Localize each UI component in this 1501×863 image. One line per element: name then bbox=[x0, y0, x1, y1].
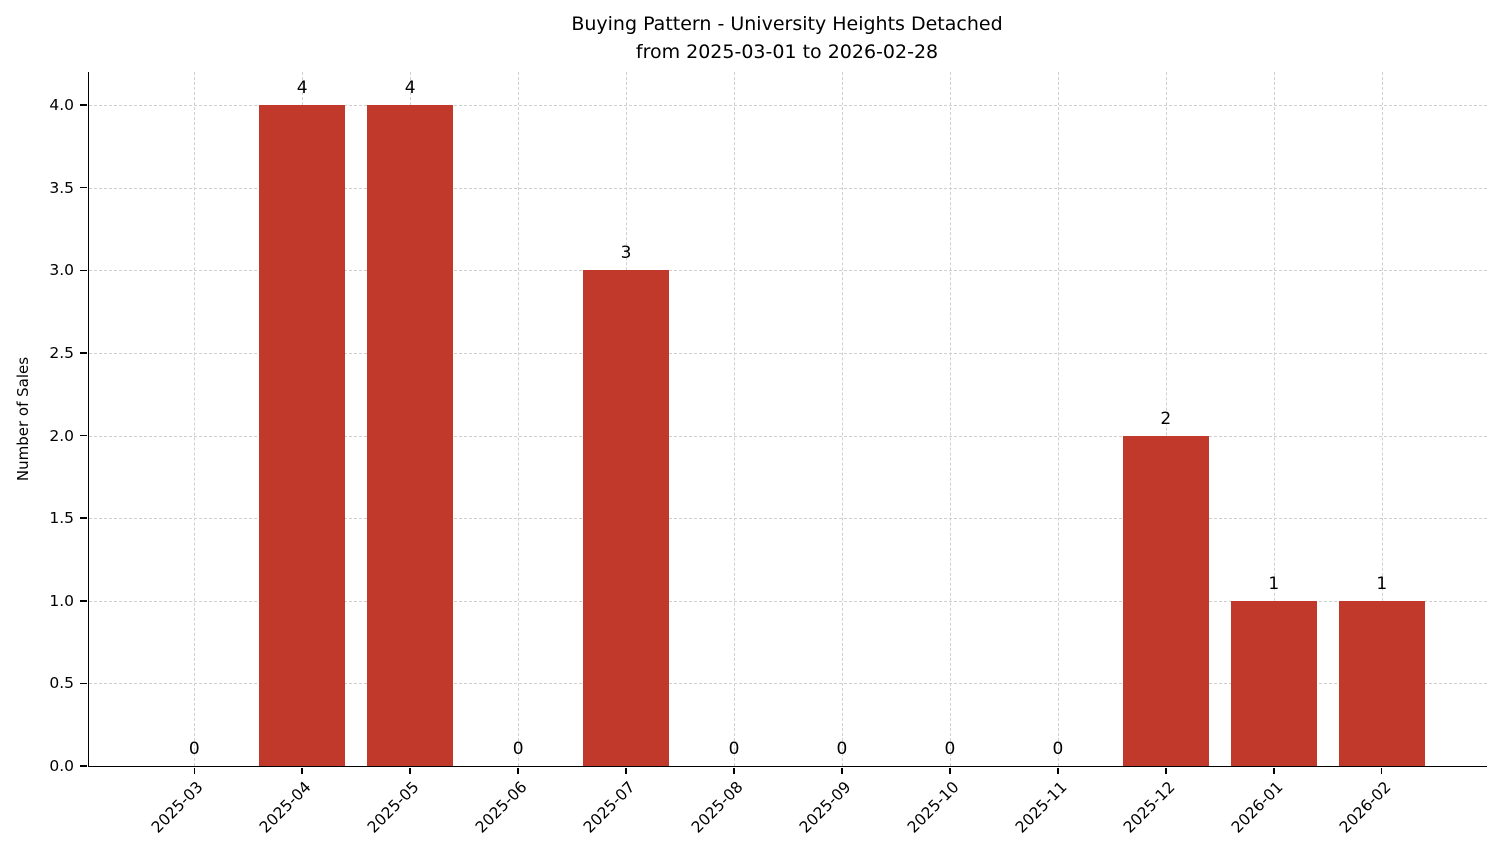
bar bbox=[1338, 600, 1425, 766]
chart-subtitle: from 2025-03-01 to 2026-02-28 bbox=[635, 41, 939, 63]
y-tick-mark bbox=[80, 104, 87, 106]
x-tick-label-text: 2025-08 bbox=[688, 778, 747, 837]
y-tick-label: 2.5 bbox=[49, 343, 74, 362]
y-tick-mark bbox=[80, 269, 87, 272]
vertical-gridline bbox=[949, 72, 951, 766]
x-tick-mark bbox=[841, 767, 843, 774]
horizontal-gridline bbox=[89, 352, 1487, 354]
vertical-gridline bbox=[1273, 72, 1275, 766]
x-tick-label-text: 2025-09 bbox=[796, 778, 855, 837]
x-tick-label-text: 2025-07 bbox=[580, 778, 639, 837]
x-tick-mark bbox=[301, 767, 303, 774]
x-tick-label-text: 2025-11 bbox=[1012, 778, 1071, 837]
bar bbox=[1122, 435, 1210, 766]
x-tick-mark bbox=[1165, 767, 1167, 774]
bar-value-label: 2 bbox=[1160, 408, 1172, 429]
y-tick-mark bbox=[80, 765, 87, 767]
x-tick-mark bbox=[1273, 767, 1275, 774]
bar bbox=[259, 105, 346, 766]
horizontal-gridline bbox=[89, 600, 1487, 602]
bar-value-label: 1 bbox=[1268, 573, 1280, 594]
bar-value-label: 4 bbox=[404, 78, 416, 99]
y-tick-mark bbox=[80, 682, 87, 685]
y-tick-mark bbox=[80, 352, 87, 354]
x-tick-label-text: 2026-01 bbox=[1227, 778, 1287, 837]
y-tick-label: 4.0 bbox=[49, 96, 74, 115]
x-tick-label-text: 2025-10 bbox=[904, 778, 963, 837]
x-tick-mark bbox=[733, 767, 735, 774]
x-tick-mark bbox=[1380, 767, 1383, 774]
x-tick-mark bbox=[625, 767, 627, 774]
x-tick-label-text: 2025-06 bbox=[472, 778, 531, 837]
bar-value-label: 0 bbox=[728, 739, 740, 759]
y-tick-mark bbox=[80, 434, 87, 437]
x-tick-label-text: 2026-02 bbox=[1335, 778, 1395, 837]
vertical-gridline bbox=[1381, 72, 1383, 766]
y-tick-mark bbox=[80, 186, 87, 189]
horizontal-gridline bbox=[89, 518, 1487, 520]
horizontal-gridline bbox=[89, 435, 1487, 437]
plot-area: 0 2025-03 4 2025-04 4 2025-05 0 2025-06 3 2025-07… bbox=[49, 72, 1487, 837]
x-tick-mark bbox=[517, 767, 519, 774]
y-tick-label: 3.0 bbox=[49, 261, 74, 280]
bar-value-label: 0 bbox=[836, 739, 848, 759]
bar-value-label: 0 bbox=[188, 739, 200, 759]
bar-value-label: 1 bbox=[1376, 573, 1388, 594]
horizontal-gridline bbox=[89, 105, 1487, 107]
chart-title: Buying Pattern - University Heights Deta… bbox=[571, 13, 1003, 35]
bar-value-label: 0 bbox=[1052, 739, 1064, 759]
vertical-gridline bbox=[1165, 72, 1167, 766]
y-tick-label: 1.0 bbox=[49, 591, 74, 610]
y-tick-label: 1.5 bbox=[49, 509, 74, 528]
y-tick-mark bbox=[80, 517, 87, 519]
horizontal-gridline bbox=[89, 270, 1487, 272]
x-tick-mark bbox=[949, 767, 951, 774]
bar bbox=[1230, 600, 1317, 766]
vertical-gridline bbox=[734, 72, 736, 766]
bar-value-label: 0 bbox=[944, 739, 956, 759]
horizontal-gridline bbox=[89, 683, 1487, 685]
x-tick-mark bbox=[409, 767, 411, 774]
bar-value-label: 3 bbox=[620, 243, 632, 264]
y-axis-label: Number of Sales bbox=[14, 356, 32, 482]
vertical-gridline bbox=[1057, 72, 1059, 766]
y-tick-mark bbox=[80, 600, 87, 602]
y-tick-label: 2.0 bbox=[49, 426, 74, 445]
y-tick-label: 3.5 bbox=[49, 178, 74, 197]
bar-value-label: 0 bbox=[512, 739, 524, 759]
bar bbox=[582, 270, 670, 766]
bar-value-label: 4 bbox=[296, 78, 308, 99]
x-tick-label-text: 2025-04 bbox=[256, 778, 315, 837]
x-tick-label-text: 2025-05 bbox=[364, 778, 423, 837]
y-tick-label: 0.5 bbox=[49, 674, 74, 693]
bar bbox=[366, 105, 454, 766]
vertical-gridline bbox=[841, 72, 843, 766]
x-tick-label-text: 2025-12 bbox=[1120, 778, 1179, 837]
vertical-gridline bbox=[194, 72, 196, 766]
x-tick-mark bbox=[1057, 767, 1059, 774]
x-tick-label-text: 2025-03 bbox=[148, 778, 207, 837]
x-tick-mark bbox=[193, 767, 195, 774]
horizontal-gridline bbox=[89, 187, 1487, 189]
y-tick-label: 0.0 bbox=[49, 757, 74, 775]
vertical-gridline bbox=[518, 72, 520, 766]
